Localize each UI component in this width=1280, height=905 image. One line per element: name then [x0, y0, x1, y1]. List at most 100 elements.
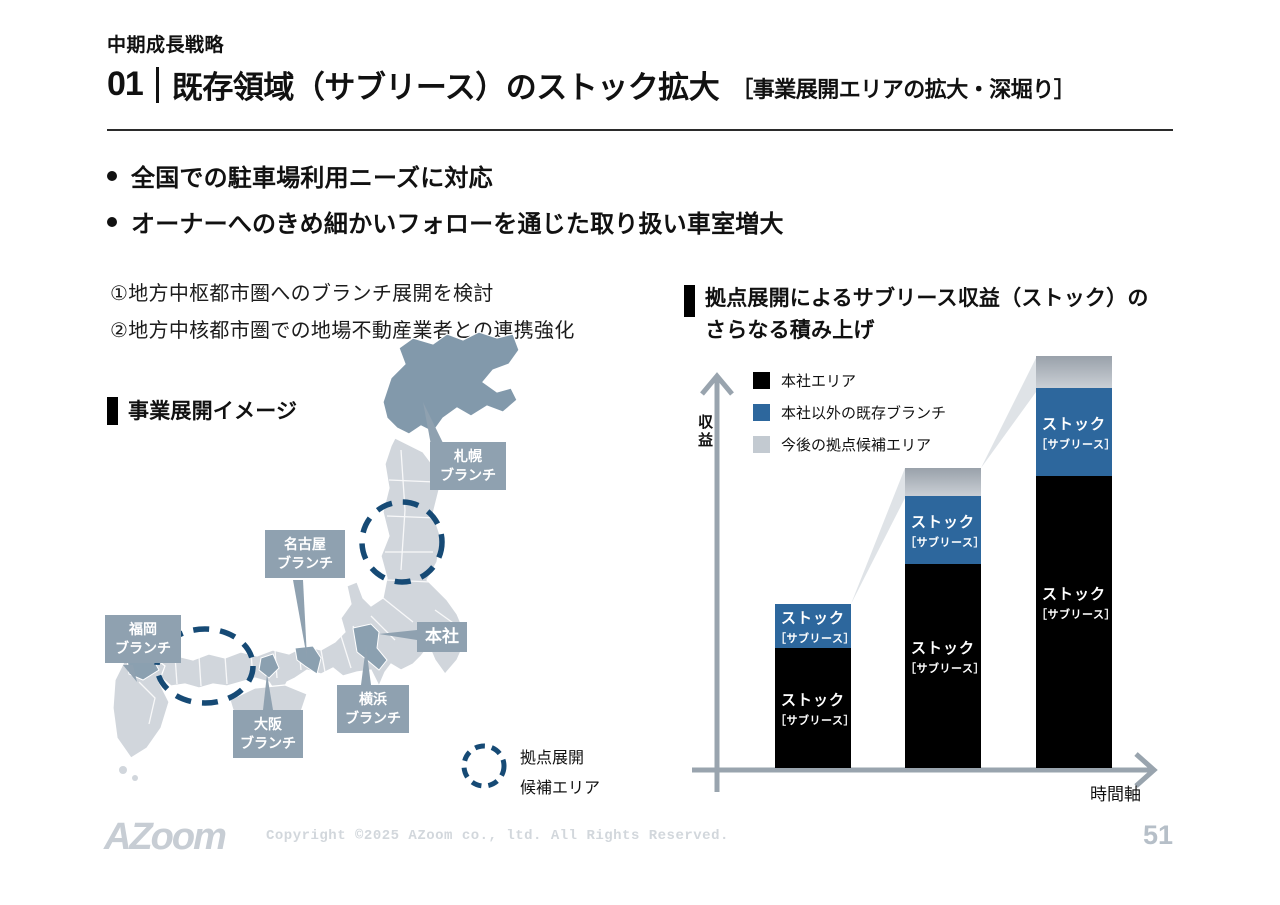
bar3-hq-segment: ストック ［サブリース］: [1036, 476, 1116, 768]
title-bracket: ［事業展開エリアの拡大・深堀り］: [731, 76, 1076, 102]
segment-label-line2: ［サブリース］: [1036, 608, 1116, 621]
map-heading-text: 事業展開イメージ: [128, 400, 298, 423]
chart-heading-line1: 拠点展開によるサブリース収益（ストック）の: [705, 287, 1149, 310]
bullet-item: 全国での駐車場利用ニーズに対応: [107, 158, 493, 193]
branch-suffix: ブランチ: [277, 554, 333, 571]
map-pref-aichi: [294, 645, 322, 675]
title-main: 既存領域（サブリース）のストック拡大: [171, 70, 720, 105]
segment-label: ストック ［サブリース］: [775, 607, 855, 646]
segment-label-line2: ［サブリース］: [775, 632, 855, 645]
branch-name: 名古屋: [284, 536, 326, 552]
candidate-area-circle-chugoku: [154, 626, 256, 706]
branch-label-nagoya: 名古屋 ブランチ: [265, 530, 345, 578]
segment-label: ストック ［サブリース］: [775, 689, 855, 728]
legend-label: 本社エリア: [781, 373, 857, 390]
segment-label-line2: ［サブリース］: [1036, 438, 1116, 451]
map-legend-line1: 拠点展開: [520, 750, 585, 767]
segment-label-line1: ストック: [780, 609, 845, 627]
copyright-text: Copyright ©2025 AZoom co., ltd. All Righ…: [266, 828, 729, 844]
segment-label-line1: ストック: [910, 513, 975, 531]
map-pref-osaka: [258, 653, 280, 679]
numbered-point: ②地方中核都市圏での地場不動産業者との連携強化: [110, 320, 575, 342]
bullet-text: 全国での駐車場利用ニーズに対応: [131, 165, 493, 192]
heading-bar: [107, 397, 118, 425]
x-axis-label: 時間軸: [1090, 785, 1141, 804]
legend-swatch-black: [753, 372, 770, 389]
bullet-dot: [107, 216, 117, 227]
numbered-point: ①地方中枢都市圏へのブランチ展開を検討: [110, 283, 494, 305]
pointer-fukuoka: [123, 665, 137, 682]
branch-suffix: ブランチ: [345, 709, 401, 726]
slide-title: 01 既存領域（サブリース）のストック拡大 ［事業展開エリアの拡大・深堀り］: [107, 62, 1076, 107]
branch-name: 福岡: [129, 621, 157, 637]
segment-label: ストック ［サブリース］: [905, 511, 984, 550]
bar1-hq-segment: ストック ［サブリース］: [775, 648, 855, 768]
bullet-text: オーナーへのきめ細かいフォローを通じた取り扱い車室増大: [131, 211, 784, 238]
bar2-candidate-segment: [905, 468, 981, 496]
segment-label-line1: ストック: [1041, 415, 1106, 433]
bar3-candidate-segment: [1036, 356, 1112, 388]
bar3-branch-segment: ストック ［サブリース］: [1036, 388, 1116, 476]
map-kyushu: [112, 654, 170, 759]
bar2-branch-segment: ストック ［サブリース］: [905, 496, 984, 564]
segment-label: ストック ［サブリース］: [1036, 413, 1116, 452]
segment-label-line1: ストック: [910, 639, 975, 657]
bar1-branch-segment: ストック ［サブリース］: [775, 604, 855, 648]
branch-name: 大阪: [254, 716, 282, 732]
segment-label-line2: ［サブリース］: [775, 714, 855, 727]
map-small-island: [132, 775, 138, 781]
branch-name: 本社: [425, 627, 459, 646]
chart-heading-line2: さらなる積み上げ: [705, 318, 875, 342]
chart-section-heading: 拠点展開によるサブリース収益（ストック）の さらなる積み上げ: [684, 283, 1164, 346]
growth-connector-wedge-1: [851, 468, 905, 604]
branch-suffix: ブランチ: [440, 466, 496, 483]
map-label-pointers: [123, 402, 443, 710]
chart-heading-text: 拠点展開によるサブリース収益（ストック）の さらなる積み上げ: [705, 283, 1149, 346]
candidate-area-circle-tohoku: [359, 499, 445, 585]
bar2-hq-segment: ストック ［サブリース］: [905, 564, 985, 768]
legend-row: 本社以外の既存ブランチ: [753, 402, 946, 423]
y-axis-label: 収益: [696, 414, 713, 450]
pointer-sapporo: [423, 402, 443, 445]
stacked-bar-3: ストック ［サブリース］ ストック ［サブリース］: [1036, 356, 1116, 768]
legend-swatch-gray: [753, 436, 770, 453]
page-number: 51: [1143, 820, 1174, 850]
chart-legend: 本社エリア 本社以外の既存ブランチ 今後の拠点候補エリア: [753, 370, 946, 455]
map-hokkaido: [382, 331, 520, 435]
branch-name: 横浜: [359, 691, 387, 707]
pointer-osaka: [263, 674, 273, 710]
branch-name: 札幌: [454, 448, 482, 464]
map-legend-line2: 候補エリア: [520, 780, 601, 798]
slide-eyebrow: 中期成長戦略: [107, 35, 225, 56]
bullet-dot: [107, 170, 117, 181]
legend-row: 本社エリア: [753, 370, 946, 391]
title-separator: [155, 66, 159, 103]
branch-label-honsha: 本社: [417, 622, 467, 652]
segment-label: ストック ［サブリース］: [905, 637, 985, 676]
map-small-island: [119, 766, 127, 774]
pointer-nagoya: [293, 580, 307, 658]
legend-row: 今後の拠点候補エリア: [753, 434, 946, 455]
title-number: 01: [107, 65, 144, 103]
branch-label-fukuoka: 福岡 ブランチ: [105, 615, 181, 663]
title-rule: [107, 129, 1173, 131]
segment-label-line2: ［サブリース］: [905, 662, 985, 675]
pointer-honsha: [379, 630, 417, 640]
branch-suffix: ブランチ: [115, 639, 171, 656]
segment-label-line1: ストック: [1041, 585, 1106, 603]
bullet-item: オーナーへのきめ細かいフォローを通じた取り扱い車室増大: [107, 204, 784, 239]
branch-label-sapporo: 札幌 ブランチ: [430, 442, 506, 490]
japan-map: [112, 331, 520, 781]
azoom-logo: AZoom: [104, 816, 227, 858]
branch-label-yokohama: 横浜 ブランチ: [337, 685, 409, 733]
map-pref-tokyo-kanagawa: [352, 623, 388, 671]
growth-connector-wedge-2: [981, 358, 1036, 468]
segment-label-line1: ストック: [780, 691, 845, 709]
stacked-bar-1: ストック ［サブリース］ ストック ［サブリース］: [775, 604, 855, 768]
map-legend: 拠点展開 候補エリア: [520, 744, 600, 805]
pointer-yokohama: [361, 646, 371, 685]
map-section-heading: 事業展開イメージ: [107, 396, 297, 428]
y-axis-arrowhead: [700, 372, 734, 396]
branch-label-osaka: 大阪 ブランチ: [233, 710, 303, 758]
